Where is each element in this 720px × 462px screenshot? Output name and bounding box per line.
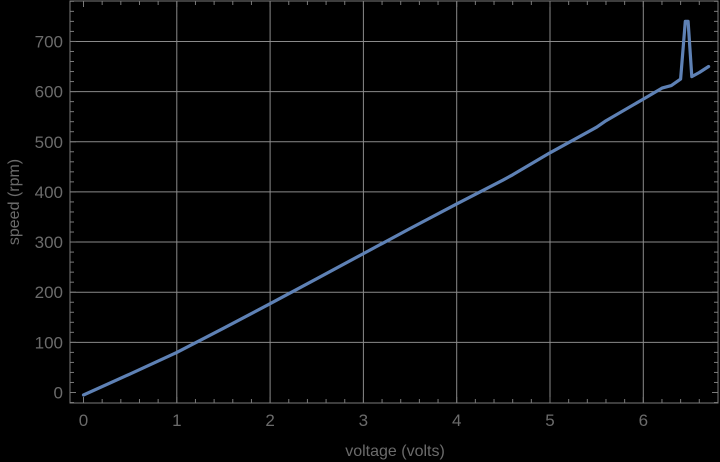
y-tick-label: 200 bbox=[35, 283, 63, 302]
y-tick-label: 100 bbox=[35, 333, 63, 352]
x-tick-label: 6 bbox=[639, 411, 648, 430]
y-tick-label: 400 bbox=[35, 183, 63, 202]
minor-ticks bbox=[70, 0, 718, 404]
x-axis-tick-labels: 0 1 2 3 4 5 6 bbox=[79, 411, 648, 430]
x-tick-label: 3 bbox=[359, 411, 368, 430]
plot-frame bbox=[69, 0, 719, 404]
x-tick-label: 5 bbox=[545, 411, 554, 430]
y-axis-title: speed (rpm) bbox=[6, 159, 23, 245]
x-tick-label: 0 bbox=[79, 411, 88, 430]
y-axis-tick-labels: 0 100 200 300 400 500 600 700 bbox=[35, 32, 63, 402]
gridlines bbox=[70, 1, 718, 403]
y-tick-label: 600 bbox=[35, 83, 63, 102]
x-tick-label: 1 bbox=[172, 411, 181, 430]
x-tick-label: 4 bbox=[452, 411, 461, 430]
y-tick-label: 0 bbox=[54, 384, 63, 403]
y-tick-label: 300 bbox=[35, 233, 63, 252]
speed-series-line bbox=[81, 19, 711, 397]
y-tick-label: 700 bbox=[35, 32, 63, 51]
x-tick-label: 2 bbox=[265, 411, 274, 430]
y-tick-label: 500 bbox=[35, 133, 63, 152]
x-axis-title: voltage (volts) bbox=[345, 443, 445, 460]
